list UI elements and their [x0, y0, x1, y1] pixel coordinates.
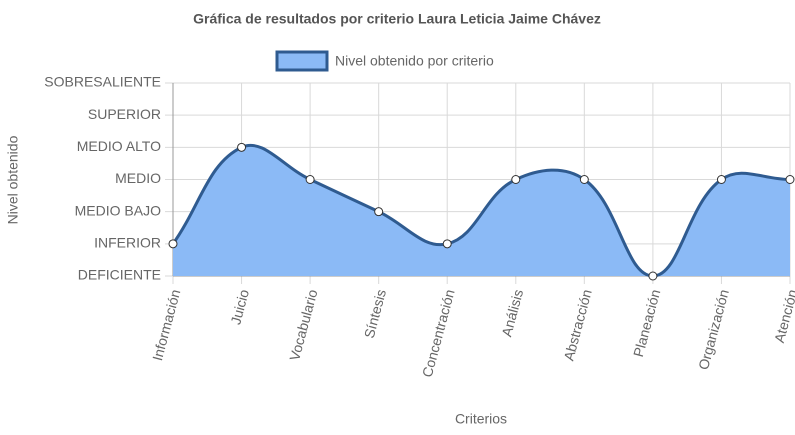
- point: [374, 207, 384, 217]
- point: [785, 175, 795, 184]
- x-tick-label: Análisis: [498, 288, 526, 339]
- x-tick-label: Vocabulario: [286, 287, 320, 362]
- point: [305, 175, 315, 184]
- y-tick-label: MEDIO: [115, 170, 161, 186]
- x-tick-label: Síntesis: [361, 288, 389, 340]
- chart-title: Gráfica de resultados por criterio Laura…: [193, 11, 601, 27]
- y-tick-label: MEDIO BAJO: [75, 202, 161, 218]
- point: [442, 239, 452, 249]
- legend-label: Nivel obtenido por criterio: [335, 53, 494, 69]
- y-tick-label: SOBRESALIENTE: [44, 74, 161, 90]
- y-tick-label: INFERIOR: [94, 235, 161, 251]
- point: [168, 239, 178, 249]
- x-tick-label: Planeación: [630, 288, 663, 359]
- point: [511, 175, 521, 184]
- y-tick-label: DEFICIENTE: [78, 267, 161, 283]
- point: [579, 175, 589, 184]
- y-tick-label: SUPERIOR: [88, 106, 161, 122]
- point: [716, 175, 726, 184]
- legend-swatch: [275, 50, 329, 72]
- x-tick-label: Concentración: [419, 288, 458, 379]
- x-tick-label: Atención: [771, 288, 795, 345]
- line: [171, 143, 791, 278]
- x-axis-title: Criterios: [455, 411, 507, 427]
- x-tick-label: Información: [149, 288, 183, 363]
- x-tick-label: Abstracción: [560, 288, 594, 363]
- area: [173, 145, 790, 276]
- y-axis-title: Nivel obtenido: [5, 135, 21, 224]
- point: [237, 142, 247, 152]
- point: [648, 271, 658, 281]
- y-tick-label: MEDIO ALTO: [77, 138, 161, 154]
- x-tick-label: Organización: [695, 288, 732, 372]
- x-tick-label: Juicio: [227, 287, 252, 326]
